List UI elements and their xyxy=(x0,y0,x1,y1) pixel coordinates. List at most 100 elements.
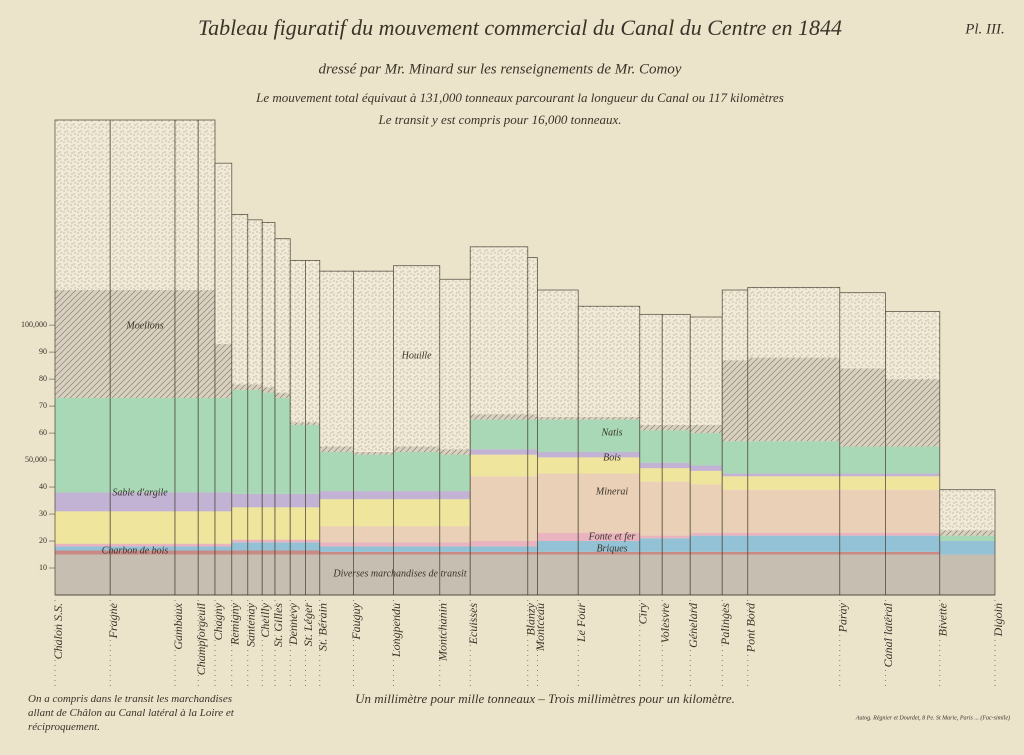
bar-segment xyxy=(578,554,640,595)
bar-segment xyxy=(439,491,471,500)
bar-segment xyxy=(439,551,471,555)
bar-segment xyxy=(175,550,199,555)
bar-segment xyxy=(662,551,691,555)
bar-segment xyxy=(110,554,175,595)
bar-segment xyxy=(527,414,538,420)
bar-segment xyxy=(353,451,394,455)
station-label: Dennevy xyxy=(286,602,300,646)
bar-segment xyxy=(198,550,215,555)
station-label: Paray xyxy=(836,602,850,633)
bar-segment xyxy=(839,489,886,533)
bar-segment xyxy=(305,539,320,543)
y-tick-label: 10 xyxy=(39,563,47,572)
bar-segment xyxy=(175,290,199,398)
bar-segment xyxy=(231,214,248,385)
bar-segment xyxy=(319,554,354,595)
bar-segment xyxy=(639,314,663,425)
bar-segment xyxy=(639,424,663,431)
bar-segment xyxy=(527,551,538,555)
bar-segment xyxy=(175,511,199,544)
bar-segment xyxy=(747,287,840,358)
bar-segment xyxy=(353,271,394,452)
bar-segment xyxy=(110,120,175,291)
y-tick-label: 70 xyxy=(39,401,47,410)
bar-segment xyxy=(231,550,248,555)
bar-segment xyxy=(747,441,840,474)
plate-number: Pl. III. xyxy=(964,21,1005,37)
bar-segment xyxy=(198,290,215,398)
bar-segment xyxy=(393,491,440,500)
station-label: Volesvre xyxy=(658,602,672,643)
bar-segment xyxy=(885,551,940,555)
bar-segment xyxy=(231,507,248,540)
bar-segment xyxy=(275,507,291,540)
bar-segment xyxy=(690,424,723,434)
printer-note: Autog. Régnier et Dourdet, 8 Pe. St Mari… xyxy=(855,714,1010,721)
bar-segment xyxy=(439,546,471,552)
bar-segment xyxy=(690,433,723,466)
bar-segment xyxy=(215,554,232,595)
bar-segment xyxy=(747,357,840,442)
bar-segment xyxy=(470,476,528,542)
series-label: Natis xyxy=(600,427,622,438)
bar-segment xyxy=(198,511,215,544)
bar-segment xyxy=(578,551,640,555)
plot: 10 20 30 40 50,000 60 70 80 90 100,000 Chalon S.S.… xyxy=(21,119,1005,690)
bar-segment xyxy=(353,554,394,595)
bar-segment xyxy=(439,499,471,527)
bar-segment xyxy=(55,290,111,398)
bar-segment xyxy=(662,424,691,431)
bar-segment xyxy=(262,387,275,393)
bar-segment xyxy=(662,554,691,595)
bar-segment xyxy=(319,546,354,552)
bar-segment xyxy=(198,546,215,551)
bar-segment xyxy=(353,526,394,543)
bar-segment xyxy=(305,542,320,551)
station-label: St. Gilles xyxy=(271,603,285,647)
bar-segment xyxy=(175,554,199,595)
bar-segment xyxy=(470,546,528,552)
bar-segment xyxy=(262,392,275,494)
bar-segment xyxy=(578,416,640,420)
bar-segment xyxy=(722,554,748,595)
bar-segment xyxy=(885,532,940,536)
station-label: Chalon S.S. xyxy=(51,603,65,659)
station-label: Remigny xyxy=(228,602,242,646)
y-tick-label: 30 xyxy=(39,509,47,518)
bar-segment xyxy=(690,551,723,555)
bar-segment xyxy=(231,493,248,508)
bar-segment xyxy=(55,511,111,544)
bar-segment xyxy=(747,535,840,552)
bar-segment xyxy=(198,492,215,512)
bar-segment xyxy=(319,446,354,452)
bar-segment xyxy=(215,344,232,398)
scale-note: Un millimètre pour mille tonneaux – Troi… xyxy=(355,691,735,706)
bar-segment xyxy=(722,489,748,533)
y-tick-label: 60 xyxy=(39,428,47,437)
bar-segment xyxy=(839,446,886,474)
transit-note: On a compris dans le transit les marchan… xyxy=(28,693,234,733)
bar-segment xyxy=(215,163,232,345)
bar-segment xyxy=(578,419,640,452)
station-label: Génelard xyxy=(686,602,700,648)
bar-segment xyxy=(110,290,175,398)
bar-segment xyxy=(527,546,538,552)
station-label: Montceau xyxy=(533,603,547,652)
bar-segment xyxy=(639,554,663,595)
bar-segment xyxy=(262,542,275,551)
bar-segment xyxy=(247,554,263,595)
bar-segment xyxy=(319,451,354,492)
bar-segment xyxy=(537,416,579,420)
station-label: Bivette xyxy=(936,602,950,636)
bar-segment xyxy=(262,507,275,540)
bar-segment xyxy=(319,542,354,547)
bar-segment xyxy=(305,424,320,494)
bar-segment xyxy=(939,489,995,531)
bar-segment xyxy=(470,246,528,415)
bar-segment xyxy=(353,499,394,527)
station-label: Palinges xyxy=(718,603,732,646)
bar-segment xyxy=(290,424,306,494)
bar-segment xyxy=(393,265,440,447)
bar-segment xyxy=(290,260,306,423)
bar-segment xyxy=(839,476,886,490)
